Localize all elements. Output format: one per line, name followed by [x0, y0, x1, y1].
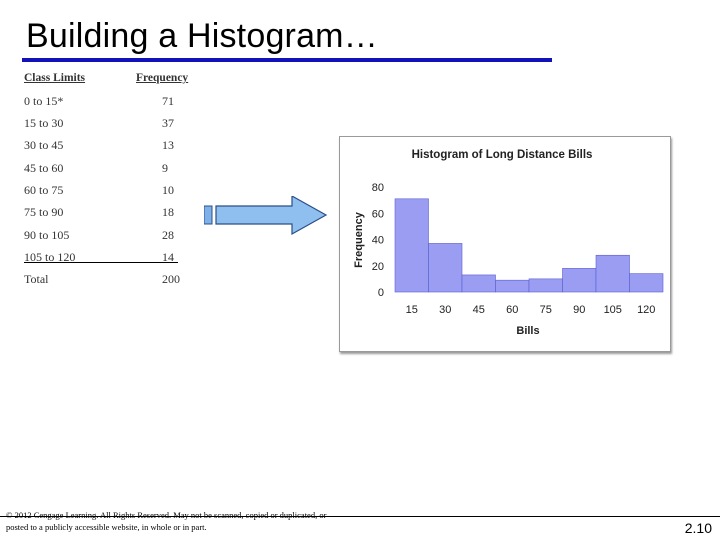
frequency-cell: 9 — [162, 161, 168, 175]
right-arrow-icon — [204, 196, 328, 236]
class-limits-header: Class Limits — [24, 72, 86, 84]
y-axis-label: Frequency — [353, 211, 365, 268]
x-axis-label: Bills — [516, 325, 539, 337]
frequency-header: Frequency — [136, 72, 189, 84]
x-tick-label: 75 — [540, 304, 552, 316]
y-tick-label: 0 — [378, 287, 384, 299]
histogram-bar — [495, 279, 530, 293]
histogram-bar — [394, 198, 429, 293]
class-limit-cell: 15 to 30 — [24, 116, 64, 130]
frequency-cell: 10 — [162, 183, 174, 197]
total-divider — [24, 262, 178, 263]
class-limit-cell: 60 to 75 — [24, 183, 64, 197]
histogram-bar — [461, 274, 496, 293]
total-value: 200 — [162, 272, 180, 286]
histogram-bar — [595, 254, 630, 293]
frequency-cell: 13 — [162, 138, 174, 152]
y-tick-label: 80 — [372, 182, 384, 194]
copyright-notice: © 2012 Cengage Learning. All Rights Rese… — [6, 510, 327, 532]
table-row: 105 to 120 14 — [24, 250, 194, 268]
x-tick-label: 45 — [473, 304, 485, 316]
class-limit-cell: 105 to 120 — [24, 250, 76, 264]
histogram-svg: Histogram of Long Distance Bills Bills F… — [353, 149, 664, 337]
table-row: 0 to 15* 71 — [24, 94, 194, 112]
class-limit-cell: 0 to 15* — [24, 94, 64, 108]
chart-title: Histogram of Long Distance Bills — [412, 149, 593, 161]
table-row: 30 to 45 13 — [24, 138, 194, 156]
table-row: 15 to 30 37 — [24, 116, 194, 134]
x-tick-label: 90 — [573, 304, 585, 316]
x-tick-label: 60 — [506, 304, 518, 316]
total-label: Total — [24, 272, 49, 286]
histogram-bar — [528, 278, 563, 293]
frequency-cell: 71 — [162, 94, 174, 108]
histogram-bar — [629, 273, 664, 293]
x-tick-label: 120 — [637, 304, 655, 316]
slide-title: Building a Histogram… — [26, 17, 378, 55]
x-tick-label: 15 — [406, 304, 418, 316]
table-row: 45 to 60 9 — [24, 161, 194, 179]
class-limit-cell: 45 to 60 — [24, 161, 64, 175]
frequency-cell: 28 — [162, 228, 174, 242]
histogram-bar — [562, 268, 597, 293]
total-row: Total 200 — [24, 272, 194, 290]
x-tick-label: 30 — [439, 304, 451, 316]
table-row: 90 to 105 28 — [24, 228, 194, 246]
frequency-cell: 14 — [162, 250, 174, 264]
footer-divider — [0, 516, 720, 517]
frequency-cell: 18 — [162, 205, 174, 219]
class-limit-cell: 30 to 45 — [24, 138, 64, 152]
x-tick-label: 105 — [604, 304, 622, 316]
frequency-cell: 37 — [162, 116, 174, 130]
histogram-chart: Histogram of Long Distance Bills Bills F… — [339, 136, 671, 352]
title-underline — [22, 58, 552, 62]
page-number: 2.10 — [684, 520, 712, 536]
y-tick-label: 20 — [372, 261, 384, 273]
table-row: 60 to 75 10 — [24, 183, 194, 201]
y-tick-label: 40 — [372, 235, 384, 247]
table-row: 75 to 90 18 — [24, 205, 194, 223]
class-limit-cell: 75 to 90 — [24, 205, 64, 219]
y-tick-label: 60 — [372, 208, 384, 220]
class-limit-cell: 90 to 105 — [24, 228, 70, 242]
histogram-bar — [428, 243, 463, 293]
